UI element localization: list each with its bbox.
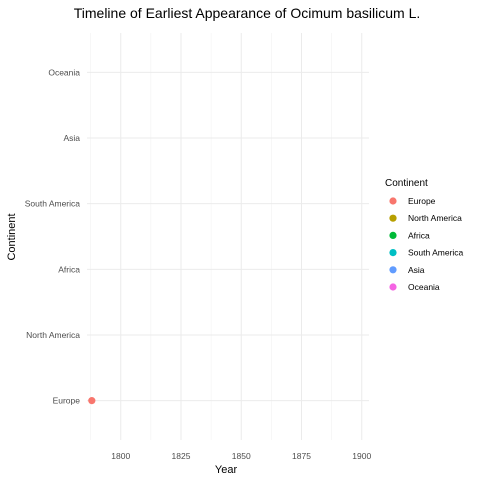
legend-key (389, 266, 397, 274)
legend-label: Europe (408, 196, 436, 206)
x-tick-label: 1875 (292, 451, 311, 461)
y-tick-label: South America (25, 199, 81, 209)
legend-key (389, 283, 397, 291)
y-axis-title: Continent (6, 213, 18, 260)
legend-title: Continent (385, 178, 428, 189)
grid (87, 33, 369, 440)
legend-key (389, 214, 397, 222)
legend-label: Oceania (408, 282, 440, 292)
legend-label: North America (408, 213, 462, 223)
legend-label: South America (408, 248, 464, 258)
y-axis-ticks: Europe North America Africa South America As… (25, 67, 81, 405)
x-tick-label: 1900 (352, 451, 371, 461)
legend-key (389, 197, 397, 205)
y-tick-label: Asia (63, 133, 80, 143)
y-tick-label: North America (26, 330, 80, 340)
y-tick-label: Oceania (48, 67, 80, 77)
legend-label: Asia (408, 265, 425, 275)
legend: Continent Europe North America Africa South… (385, 178, 464, 292)
x-tick-label: 1825 (172, 451, 191, 461)
chart-title: Timeline of Earliest Appearance of Ocimu… (74, 5, 421, 21)
x-tick-label: 1800 (111, 451, 130, 461)
legend-key (389, 249, 397, 257)
x-tick-label: 1850 (232, 451, 251, 461)
data-point (88, 397, 96, 405)
legend-label: Africa (408, 230, 430, 240)
data-points (88, 397, 96, 405)
y-tick-label: Africa (58, 264, 80, 274)
x-axis-title: Year (215, 464, 238, 476)
x-axis-ticks: 1800 1825 1850 1875 1900 (111, 451, 371, 461)
y-tick-label: Europe (53, 396, 81, 406)
legend-key (389, 231, 397, 239)
